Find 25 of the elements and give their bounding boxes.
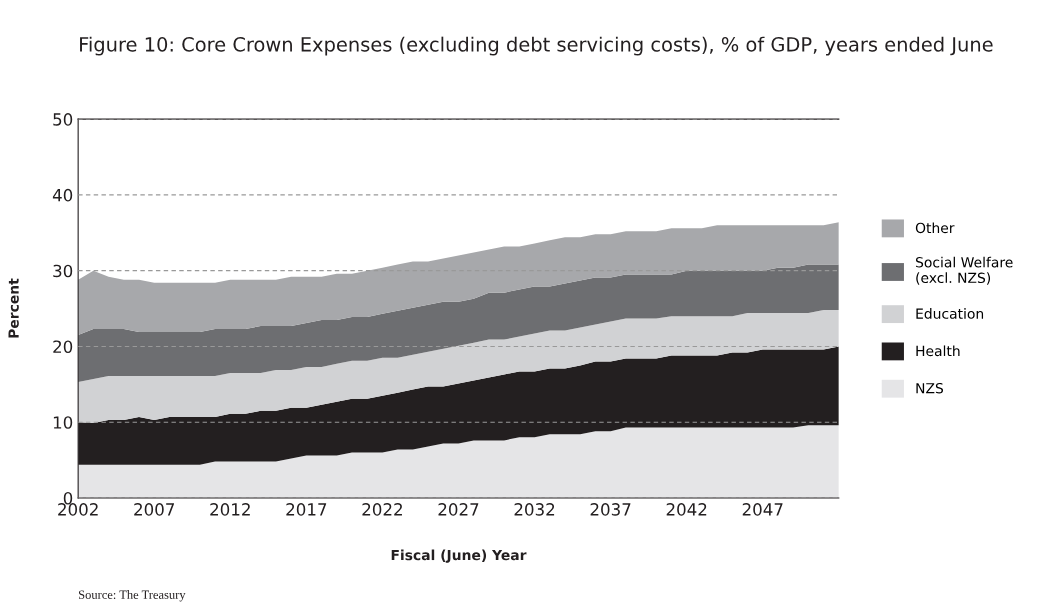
y-axis-title: Percent (8, 278, 19, 338)
x-axis-title: Fiscal (June) Year (391, 549, 527, 563)
y-tick-label: 0 (63, 491, 73, 505)
y-tick-label: 30 (53, 264, 73, 278)
x-tick-label: 2002 (58, 503, 98, 516)
legend-label: Social Welfare (excl. NZS) (915, 256, 1013, 285)
x-tick-label: 2012 (210, 503, 250, 516)
x-tick-label: 2007 (134, 503, 174, 516)
legend-label: NZS (916, 382, 944, 394)
y-tick-label: 10 (53, 416, 73, 429)
x-tick-label: 2022 (362, 503, 402, 516)
x-tick-label: 2017 (286, 503, 327, 516)
source-note: Source: The Treasury (78, 590, 186, 602)
legend-label: Health (916, 345, 960, 357)
y-tick-label: 50 (53, 113, 73, 126)
x-tick-label: 2027 (438, 503, 479, 516)
x-tick-label: 2047 (742, 503, 783, 516)
legend-label: Education (916, 308, 984, 319)
y-tick-label: 40 (52, 188, 73, 202)
chart-title: Figure 10: Core Crown Expenses (excluding debt servicing costs), % of GDP, years ended June (80, 36, 993, 56)
x-tick-label: 2037 (590, 503, 631, 516)
x-tick-label: 2032 (514, 503, 555, 516)
y-tick-label: 20 (53, 340, 73, 354)
x-tick-label: 2042 (666, 503, 707, 516)
legend-label: Other (915, 222, 955, 234)
